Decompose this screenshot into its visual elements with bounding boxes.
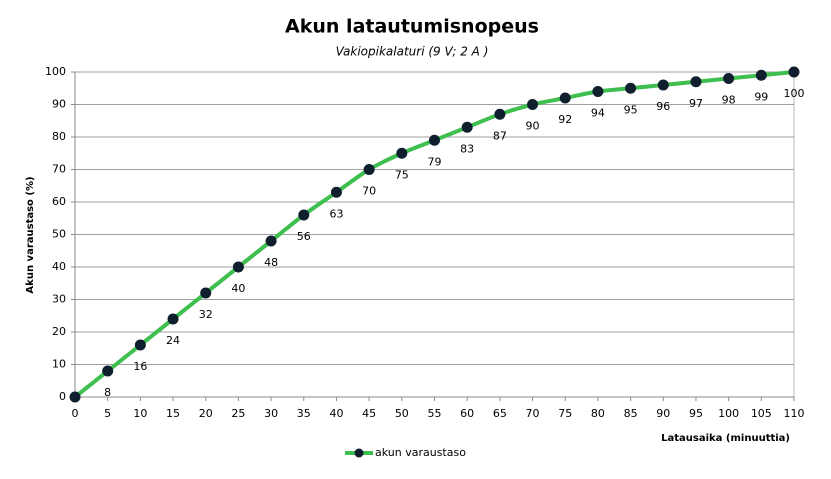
data-label: 48 [264, 256, 278, 269]
data-point [461, 121, 473, 133]
data-point [788, 66, 800, 78]
data-label: 94 [591, 107, 605, 120]
x-tick-label: 70 [526, 407, 540, 420]
data-label: 70 [362, 185, 376, 198]
y-tick-label: 10 [52, 358, 66, 371]
data-point [69, 391, 81, 403]
x-tick-label: 65 [493, 407, 507, 420]
x-tick-label: 85 [624, 407, 638, 420]
data-point [363, 164, 375, 175]
x-tick-label: 30 [264, 407, 278, 420]
x-tick-label: 45 [362, 407, 376, 420]
x-tick-label: 20 [199, 407, 213, 420]
data-label: 75 [395, 168, 409, 181]
y-tick-label: 50 [52, 228, 66, 241]
x-tick-label: 90 [656, 407, 670, 420]
y-tick-label: 100 [45, 65, 66, 78]
data-point [559, 92, 571, 104]
x-tick-label: 5 [104, 407, 111, 420]
x-tick-label: 50 [395, 407, 409, 420]
data-label: 96 [656, 100, 670, 113]
legend-marker [354, 448, 364, 458]
y-tick-label: 20 [52, 325, 66, 338]
x-tick-label: 60 [460, 407, 474, 420]
data-point [690, 76, 702, 88]
data-point [755, 69, 767, 81]
y-tick-label: 60 [52, 195, 66, 208]
data-label: 99 [754, 90, 768, 103]
chart-subtitle: Vakiopikalaturi (9 V; 2 A ) [336, 45, 489, 59]
chart-title: Akun latautumisnopeus [285, 16, 539, 38]
x-tick-label: 80 [591, 407, 605, 420]
y-tick-label: 80 [52, 130, 66, 143]
x-tick-label: 10 [133, 407, 147, 420]
x-tick-label: 40 [329, 407, 343, 420]
data-label: 87 [493, 129, 507, 142]
x-tick-label: 110 [784, 407, 805, 420]
y-tick-label: 90 [52, 98, 66, 111]
x-tick-label: 100 [718, 407, 739, 420]
x-tick-label: 35 [297, 407, 311, 420]
data-label: 32 [199, 308, 213, 321]
data-point [167, 313, 179, 325]
data-label: 92 [558, 113, 572, 126]
x-tick-label: 15 [166, 407, 180, 420]
x-tick-label: 55 [428, 407, 442, 420]
y-tick-label: 40 [52, 260, 66, 273]
data-point [723, 73, 735, 84]
data-point [232, 261, 244, 273]
data-point [657, 79, 669, 91]
x-axis-label: Latausaika (minuuttia) [661, 433, 790, 444]
data-point [330, 186, 342, 198]
data-label: 98 [722, 94, 736, 107]
data-point [200, 287, 212, 299]
data-label: 83 [460, 142, 474, 155]
data-point [429, 134, 440, 146]
data-label: 40 [231, 282, 245, 295]
data-label: 56 [297, 230, 311, 243]
data-point [494, 108, 506, 120]
data-label: 16 [133, 360, 147, 373]
data-label: 63 [329, 207, 343, 220]
y-tick-label: 0 [59, 390, 66, 403]
data-label: 95 [624, 103, 638, 116]
data-label: 97 [689, 97, 703, 110]
y-tick-label: 30 [52, 293, 66, 306]
x-tick-label: 75 [558, 407, 572, 420]
x-tick-label: 25 [231, 407, 245, 420]
data-label: 90 [526, 120, 540, 133]
legend-label: akun varaustaso [375, 446, 466, 459]
data-point [527, 99, 539, 110]
data-point [298, 209, 310, 221]
x-tick-label: 105 [751, 407, 772, 420]
data-point [396, 147, 408, 159]
data-point [134, 339, 146, 351]
data-point [625, 82, 637, 94]
data-point [102, 365, 114, 377]
y-axis-label: Akun varaustaso (%) [25, 176, 36, 293]
data-label: 79 [428, 155, 442, 168]
x-tick-label: 0 [72, 407, 79, 420]
data-label: 8 [104, 386, 111, 399]
y-tick-label: 70 [52, 163, 66, 176]
data-point [265, 235, 277, 247]
data-label: 100 [784, 87, 805, 100]
data-label: 24 [166, 334, 180, 347]
x-tick-label: 95 [689, 407, 703, 420]
data-point [592, 86, 604, 97]
